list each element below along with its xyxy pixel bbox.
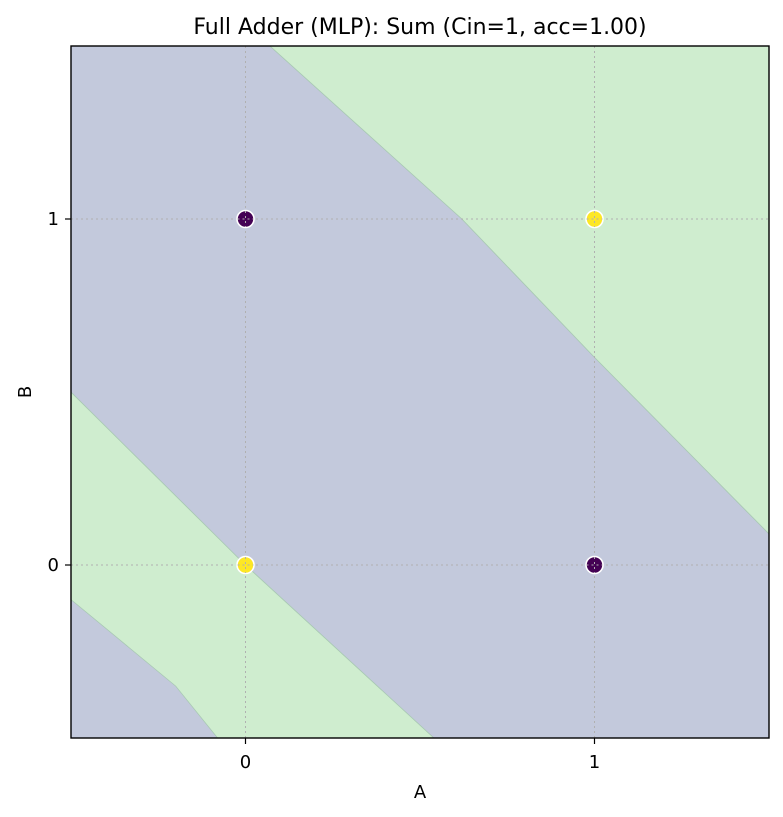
- plot-area: 0 1 0 1: [48, 45, 770, 773]
- decision-region-2: [269, 46, 769, 535]
- y-tick-label-0: 0: [48, 555, 59, 576]
- data-point-3: [585, 209, 604, 229]
- plot-frame: [70, 45, 770, 739]
- data-point-1: [585, 555, 604, 575]
- y-axis-label: B: [15, 386, 36, 398]
- data-point-0: [236, 555, 255, 575]
- decision-region-3: [71, 599, 219, 738]
- chart-title: Full Adder (MLP): Sum (Cin=1, acc=1.00): [193, 15, 646, 40]
- data-point-2: [236, 209, 255, 229]
- decision-regions: [71, 46, 769, 738]
- x-axis-label: A: [414, 782, 427, 803]
- x-tick-label-0: 0: [240, 752, 251, 773]
- y-tick-label-1: 1: [48, 209, 59, 230]
- x-tick-label-1: 1: [589, 752, 600, 773]
